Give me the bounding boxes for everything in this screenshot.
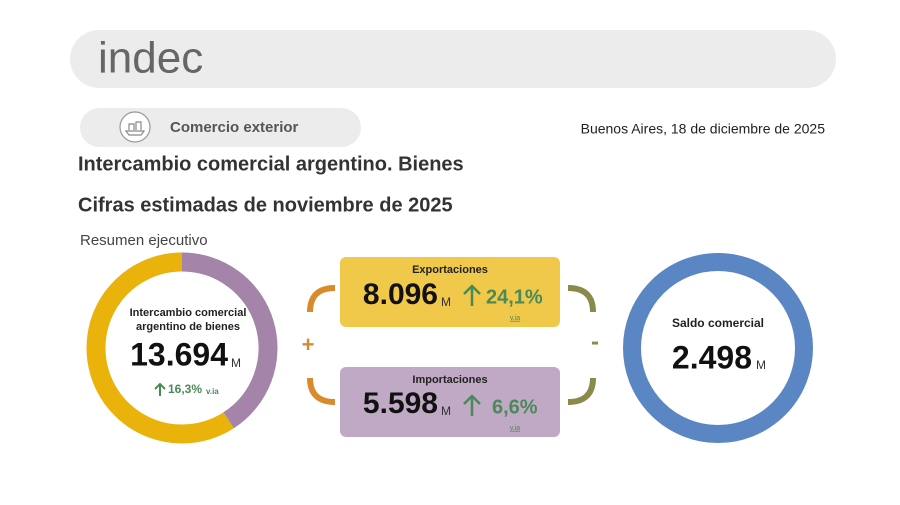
- unit: M: [441, 404, 451, 418]
- intercambio-value: 13.694: [130, 336, 228, 372]
- saldo-ring: [623, 253, 813, 443]
- change-note: v.ia: [510, 315, 520, 322]
- imports-change: 6,6%: [492, 396, 538, 418]
- section-pill: [80, 108, 361, 147]
- section-icon: [119, 111, 151, 143]
- date: Buenos Aires, 18 de diciembre de 2025: [581, 121, 826, 137]
- bracket: [567, 377, 596, 405]
- intercambio-label: Intercambio comercial: [130, 307, 247, 319]
- exports-label: Exportaciones: [412, 264, 488, 276]
- imports-box: [340, 367, 560, 437]
- exports-box: [340, 257, 560, 327]
- change-note: v.ia: [206, 387, 219, 396]
- bracket: [307, 285, 336, 313]
- bracket: [307, 377, 336, 405]
- minus-sign: -: [591, 328, 599, 355]
- imports-label: Importaciones: [412, 374, 487, 386]
- plus-sign: +: [302, 332, 315, 357]
- saldo-value: 2.498: [672, 339, 752, 375]
- intercambio-label: argentino de bienes: [136, 321, 240, 333]
- subtitle: Cifras estimadas de noviembre de 2025: [78, 194, 453, 216]
- change-note: v.ia: [510, 425, 520, 432]
- bracket: [567, 285, 596, 313]
- exports-value: 8.096: [363, 278, 438, 311]
- header-bar: [70, 30, 836, 88]
- up-arrow: [154, 382, 166, 396]
- intercambio-change: 16,3%: [168, 382, 202, 396]
- section-label: Comercio exterior: [170, 119, 299, 136]
- logo: indec: [98, 34, 203, 83]
- title: Intercambio comercial argentino. Bienes: [78, 153, 464, 175]
- donut-segment: [86, 252, 234, 444]
- summary-label: Resumen ejecutivo: [80, 232, 208, 249]
- exports-change: 24,1%: [486, 286, 543, 308]
- saldo-label: Saldo comercial: [672, 316, 764, 330]
- imports-value: 5.598: [363, 387, 438, 420]
- unit: M: [231, 356, 241, 370]
- ship-icon: [124, 121, 146, 136]
- up-arrow: [463, 284, 481, 306]
- unit: M: [756, 358, 766, 372]
- unit: M: [441, 295, 451, 309]
- up-arrow: [463, 394, 481, 416]
- donut-segment: [181, 252, 278, 429]
